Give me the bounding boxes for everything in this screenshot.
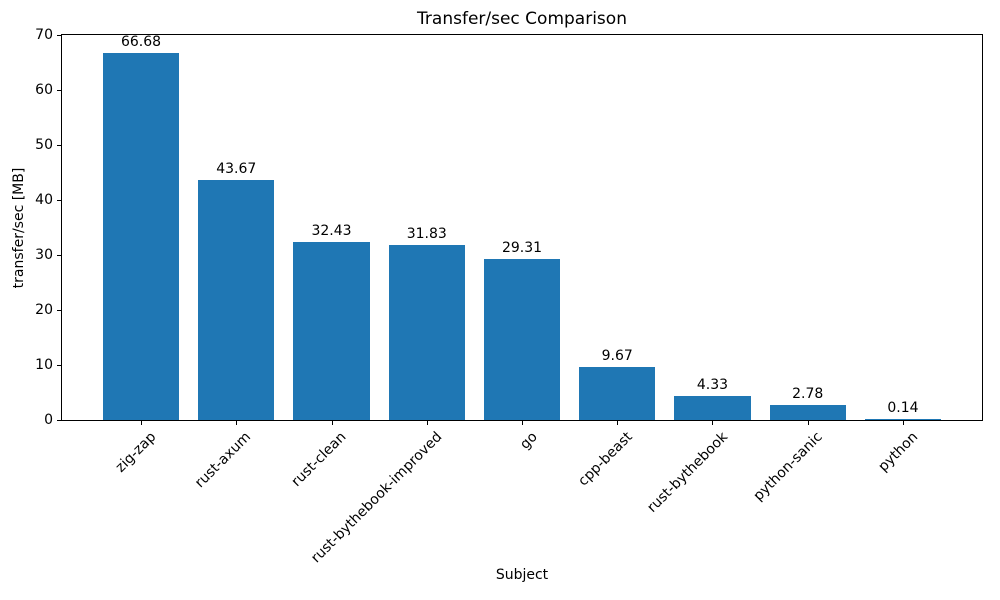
bar-value-label: 29.31 [501, 239, 543, 256]
bar-python [864, 419, 942, 420]
bar-zig-zap [102, 53, 180, 420]
bar-go [483, 258, 561, 420]
bar-rust-axum [198, 179, 275, 420]
x-tick [522, 421, 523, 425]
x-tick [426, 421, 428, 425]
bar-rust-bythebook [674, 396, 751, 420]
x-tick-label-rust-bythebook: rust-bythebook [644, 429, 731, 516]
y-tick [57, 365, 61, 366]
x-tick-label-python: python [875, 429, 922, 475]
bar-value-label: 32.43 [311, 222, 352, 239]
bar-python-sanic [769, 404, 846, 420]
y-tick-label: 40 [35, 192, 53, 208]
y-tick-label: 30 [35, 247, 53, 263]
x-tick [236, 421, 238, 425]
x-tick-label-go: go [516, 429, 541, 453]
y-tick [57, 310, 61, 311]
y-tick-label: 50 [35, 137, 53, 153]
y-tick [57, 255, 61, 256]
bar-value-label: 31.83 [406, 225, 447, 242]
bar-value-label: 4.33 [696, 377, 729, 394]
x-tick [331, 421, 333, 425]
bar-value-label: 0.14 [887, 400, 919, 417]
y-tick [57, 90, 61, 91]
y-axis-label: transfer/sec [MB] [11, 167, 27, 288]
x-tick [141, 421, 142, 425]
y-tick [57, 420, 61, 421]
y-tick-label: 70 [35, 27, 53, 43]
bar-rust-bythebook-improved [388, 244, 465, 420]
bar-value-label: 2.78 [792, 385, 824, 402]
x-tick [807, 421, 809, 425]
x-tick [712, 421, 714, 425]
y-tick-label: 0 [44, 412, 53, 428]
x-tick-label-cpp-beast: cpp-beast [575, 429, 636, 490]
bar-cpp-beast [579, 366, 656, 420]
x-tick-label-zig-zap: zig-zap [112, 429, 160, 476]
y-tick [57, 35, 61, 36]
chart-title: Transfer/sec Comparison [417, 9, 627, 29]
bar-rust-clean [293, 241, 370, 420]
x-axis-label: Subject [495, 567, 549, 583]
bar-value-label: 43.67 [216, 160, 257, 177]
y-tick-label: 10 [35, 357, 53, 373]
y-tick [57, 200, 61, 201]
y-tick [57, 145, 61, 146]
bar-value-label: 66.68 [120, 34, 162, 51]
x-tick [617, 421, 619, 425]
x-tick-label-python-sanic: python-sanic [750, 429, 827, 505]
y-tick-label: 20 [35, 302, 53, 318]
x-tick [902, 421, 904, 425]
x-tick-label-rust-clean: rust-clean [288, 429, 350, 490]
x-tick-label-rust-axum: rust-axum [192, 429, 255, 492]
y-tick-label: 60 [35, 82, 53, 98]
bar-value-label: 9.67 [601, 347, 633, 364]
